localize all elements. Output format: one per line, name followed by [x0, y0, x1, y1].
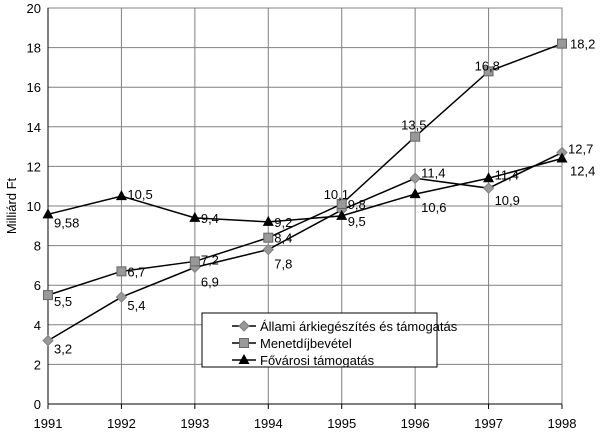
- legend-entry: Menetdíjbevétel: [260, 336, 352, 351]
- data-label: 11,4: [421, 165, 445, 180]
- data-point: [409, 172, 421, 184]
- y-tick-label: 2: [34, 357, 41, 372]
- data-label: 18,2: [570, 37, 595, 52]
- series-line-0: [47, 151, 563, 342]
- data-label: 6,9: [201, 274, 219, 289]
- y-tick-label: 10: [27, 199, 41, 214]
- data-point: [263, 232, 274, 243]
- data-point: [116, 266, 127, 277]
- legend-entry: Állami árkiegészítés és támogatás: [260, 319, 458, 334]
- data-point: [262, 243, 274, 256]
- data-label: 9,4: [201, 211, 219, 226]
- y-tick-label: 8: [34, 239, 41, 254]
- y-axis-label: Milliárd Ft: [4, 177, 19, 234]
- data-point: [43, 290, 53, 301]
- x-tick-label: 1997: [474, 416, 503, 431]
- data-point: [556, 152, 568, 163]
- data-label: 16,8: [475, 58, 500, 73]
- y-tick-label: 16: [27, 80, 41, 95]
- data-label: 7,8: [274, 257, 292, 272]
- data-point: [262, 215, 274, 226]
- y-tick-label: 0: [34, 397, 41, 412]
- data-point: [336, 209, 348, 220]
- x-tick-label: 1991: [34, 416, 63, 431]
- data-point: [336, 199, 347, 210]
- data-label: 12,7: [568, 142, 593, 157]
- x-tick-label: 1996: [401, 416, 430, 431]
- legend-entry: Fővárosi támogatás: [260, 353, 375, 368]
- data-point: [483, 66, 494, 77]
- data-label: 3,2: [54, 342, 72, 357]
- data-point: [42, 208, 54, 219]
- data-label: 9,2: [274, 215, 292, 230]
- data-label: 9,58: [54, 215, 79, 230]
- data-label: 10,9: [495, 193, 520, 208]
- legend-marker-triangle-icon: [238, 354, 250, 364]
- series-line-1: [47, 42, 563, 296]
- data-label: 5,4: [127, 298, 145, 313]
- data-point: [42, 334, 54, 347]
- data-label: 11,4: [495, 167, 519, 182]
- data-label: 7,2: [201, 252, 219, 267]
- y-tick-label: 4: [34, 318, 41, 333]
- data-point: [189, 211, 201, 222]
- legend-marker-square-icon: [239, 338, 249, 348]
- data-point: [410, 131, 421, 142]
- x-tick-label: 1995: [327, 416, 356, 431]
- data-label: 12,4: [570, 163, 595, 178]
- data-label: 10,1: [324, 187, 349, 202]
- x-tick-label: 1994: [254, 416, 283, 431]
- data-label: 10,5: [127, 187, 152, 202]
- y-tick-label: 14: [27, 120, 41, 135]
- data-point: [409, 188, 421, 199]
- data-point: [115, 190, 127, 201]
- y-tick-label: 12: [27, 159, 41, 174]
- data-label: 5,5: [54, 294, 72, 309]
- x-tick-label: 1998: [548, 416, 577, 431]
- y-tick-label: 20: [27, 1, 41, 16]
- data-label: 13,5: [401, 118, 426, 133]
- data-point: [115, 291, 128, 303]
- data-label: 8,4: [274, 231, 292, 246]
- data-point: [483, 172, 495, 183]
- y-tick-label: 6: [34, 278, 41, 293]
- y-tick-label: 18: [27, 41, 41, 56]
- data-label: 6,7: [127, 264, 145, 279]
- series-line-2: [47, 157, 563, 223]
- data-label: 9,8: [348, 197, 366, 212]
- x-tick-label: 1992: [107, 416, 136, 431]
- legend-marker-diamond-icon: [238, 320, 250, 332]
- data-point: [189, 256, 200, 267]
- data-point: [557, 38, 567, 49]
- data-label: 10,6: [421, 200, 446, 215]
- x-tick-label: 1993: [180, 416, 209, 431]
- data-label: 9,5: [348, 214, 366, 229]
- data-point: [482, 182, 495, 194]
